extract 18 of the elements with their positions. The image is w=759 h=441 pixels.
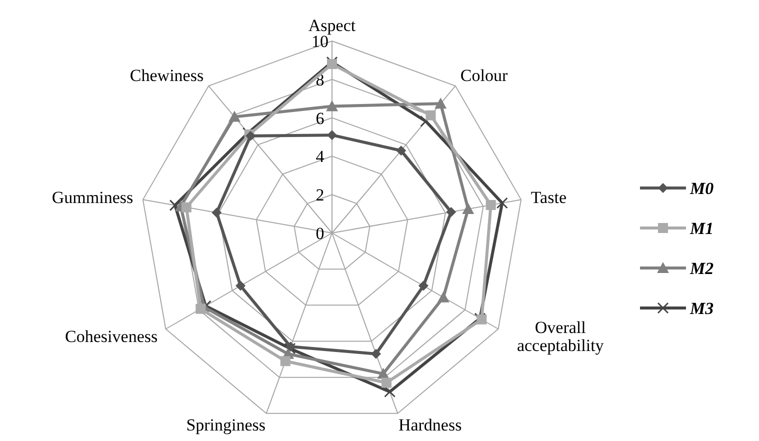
spoke-label: Cohesiveness xyxy=(65,327,158,346)
legend-label: M3 xyxy=(689,299,714,318)
y-tick-label: 4 xyxy=(316,147,325,166)
y-tick-label: 0 xyxy=(316,224,324,243)
legend-label: M0 xyxy=(689,179,714,198)
spoke-label: Springiness xyxy=(186,416,266,435)
spoke-label: Taste xyxy=(530,188,567,208)
y-tick-label: 10 xyxy=(312,32,328,51)
legend-label: M2 xyxy=(689,259,714,278)
spoke-label: Colour xyxy=(460,66,508,86)
y-tick-label: 6 xyxy=(316,108,324,128)
spoke-label: Chewiness xyxy=(130,66,204,86)
spoke-label: Aspect xyxy=(308,16,356,35)
spoke-label: Gumminess xyxy=(52,188,134,208)
y-tick-label: 2 xyxy=(316,186,324,205)
spoke-label: Overall acceptability xyxy=(516,318,604,355)
spoke-label: Hardness xyxy=(398,416,462,435)
legend-label: M1 xyxy=(689,219,714,238)
